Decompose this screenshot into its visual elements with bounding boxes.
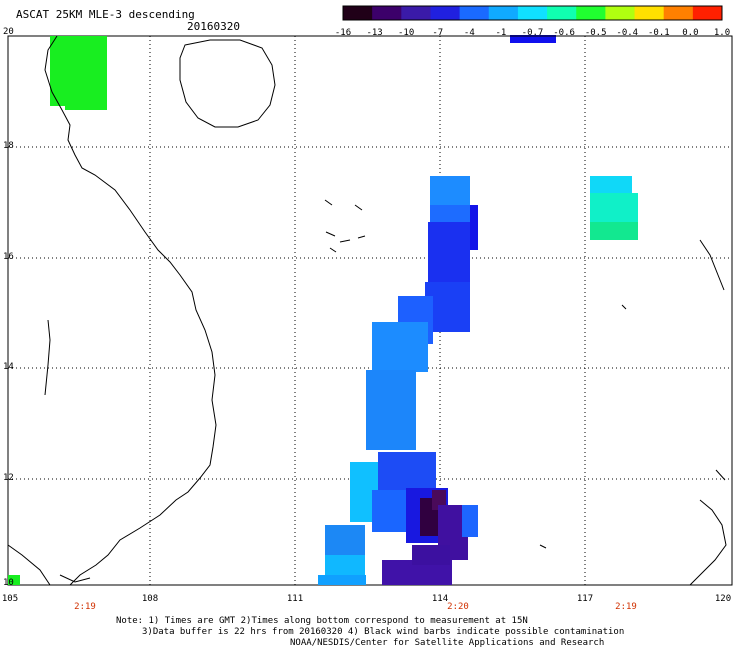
- map-title: ASCAT 25KM MLE-3 descending: [16, 8, 195, 21]
- colorbar-label: -0.5: [584, 28, 607, 38]
- colorbar-label: -7: [432, 28, 444, 38]
- lon-label-105: 105: [1, 594, 19, 604]
- colorbar-segment: [634, 6, 665, 20]
- colorbar: [342, 5, 723, 21]
- colorbar-frame: [342, 5, 723, 21]
- lon-label-120: 120: [714, 594, 732, 604]
- colorbar-segment: [372, 6, 402, 20]
- colorbar-segment: [605, 6, 636, 20]
- colorbar-segment: [488, 6, 519, 20]
- colorbar-segment: [547, 6, 577, 20]
- colorbar-segment: [401, 6, 431, 20]
- colorbar-marker: [510, 35, 556, 43]
- map-date: 20160320: [187, 20, 240, 33]
- note-line-3: NOAA/NESDIS/Center for Satellite Applica…: [290, 638, 605, 648]
- colorbar-segment: [517, 6, 548, 20]
- colorbar-label: -0.1: [647, 28, 670, 38]
- colorbar-segment: [430, 6, 461, 20]
- lat-label-14: 14: [3, 362, 14, 372]
- colorbar-segment: [663, 6, 694, 20]
- lon-label-114: 114: [431, 594, 449, 604]
- colorbar-label: -16: [334, 28, 352, 38]
- lon-label-117: 117: [576, 594, 594, 604]
- colorbar-label: -0.4: [616, 28, 639, 38]
- lat-label-10: 10: [3, 578, 14, 588]
- colorbar-label: -10: [398, 28, 415, 38]
- colorbar-label: -0.7: [521, 28, 544, 38]
- colorbar-segment: [459, 6, 490, 20]
- colorbar-segment: [692, 6, 723, 20]
- lat-label-20: 20: [3, 27, 14, 37]
- note-line-1: Note: 1) Times are GMT 2)Times along bot…: [116, 616, 528, 626]
- time-label-center: 2:20: [447, 602, 469, 612]
- colorbar-segment: [343, 6, 373, 20]
- lon-label-111: 111: [286, 594, 304, 604]
- coastlines: [7, 35, 727, 586]
- note-line-2: 3)Data buffer is 22 hrs from 20160320 4)…: [142, 627, 625, 637]
- lat-label-18: 18: [3, 141, 14, 151]
- colorbar-label: -13: [366, 28, 383, 38]
- time-label-east: 2:19: [615, 602, 637, 612]
- colorbar-label: 1.0: [713, 28, 731, 38]
- time-label-west: 2:19: [74, 602, 96, 612]
- colorbar-label: -1: [495, 28, 507, 38]
- lat-label-16: 16: [3, 252, 14, 262]
- lon-label-108: 108: [141, 594, 159, 604]
- lat-label-12: 12: [3, 473, 14, 483]
- swath-cells: [8, 36, 638, 585]
- map-frame: [7, 35, 733, 586]
- colorbar-label: -0.6: [553, 28, 575, 38]
- colorbar-segment: [576, 6, 606, 20]
- grid-lines: [8, 36, 732, 585]
- colorbar-label: 0.0: [682, 28, 699, 38]
- colorbar-label: -4: [463, 28, 475, 38]
